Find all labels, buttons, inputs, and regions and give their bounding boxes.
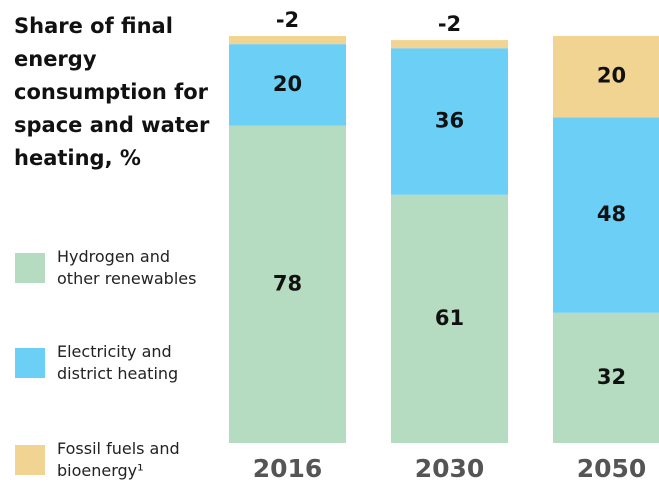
data-label: 78 xyxy=(273,271,302,295)
legend-item: Hydrogen and other renewables xyxy=(15,246,207,290)
x-tick-label: 2050 xyxy=(577,454,647,483)
legend-label: Electricity and district heating xyxy=(57,342,179,383)
data-label: 48 xyxy=(597,202,626,226)
data-label: 32 xyxy=(597,365,626,389)
bar-segment xyxy=(229,44,346,126)
bar-segment xyxy=(553,117,659,313)
legend-item: Fossil fuels and bioenergy¹ xyxy=(15,438,207,482)
chart-title: Share of final energy consumption for sp… xyxy=(14,14,210,170)
legend-swatch xyxy=(15,348,45,378)
legend-swatch xyxy=(15,445,45,475)
data-label: 20 xyxy=(597,64,626,88)
x-tick-label: 2016 xyxy=(253,454,323,483)
data-label: -2 xyxy=(276,8,299,32)
bar-segment xyxy=(229,36,346,45)
legend-label: Fossil fuels and bioenergy¹ xyxy=(57,439,180,480)
data-label: -2 xyxy=(438,12,461,36)
legend-item: Electricity and district heating xyxy=(15,341,207,385)
bar-segment xyxy=(391,48,508,195)
data-label: 20 xyxy=(273,72,302,96)
bar-segment xyxy=(553,312,659,443)
data-label: 61 xyxy=(435,306,464,330)
x-tick-label: 2030 xyxy=(415,454,485,483)
bar-segment xyxy=(391,194,508,443)
bar-segment xyxy=(229,125,346,443)
legend-swatch xyxy=(15,253,45,283)
bar-segment xyxy=(553,36,659,118)
data-label: 36 xyxy=(435,108,464,132)
bar-segment xyxy=(391,40,508,49)
legend-label: Hydrogen and other renewables xyxy=(57,247,197,288)
